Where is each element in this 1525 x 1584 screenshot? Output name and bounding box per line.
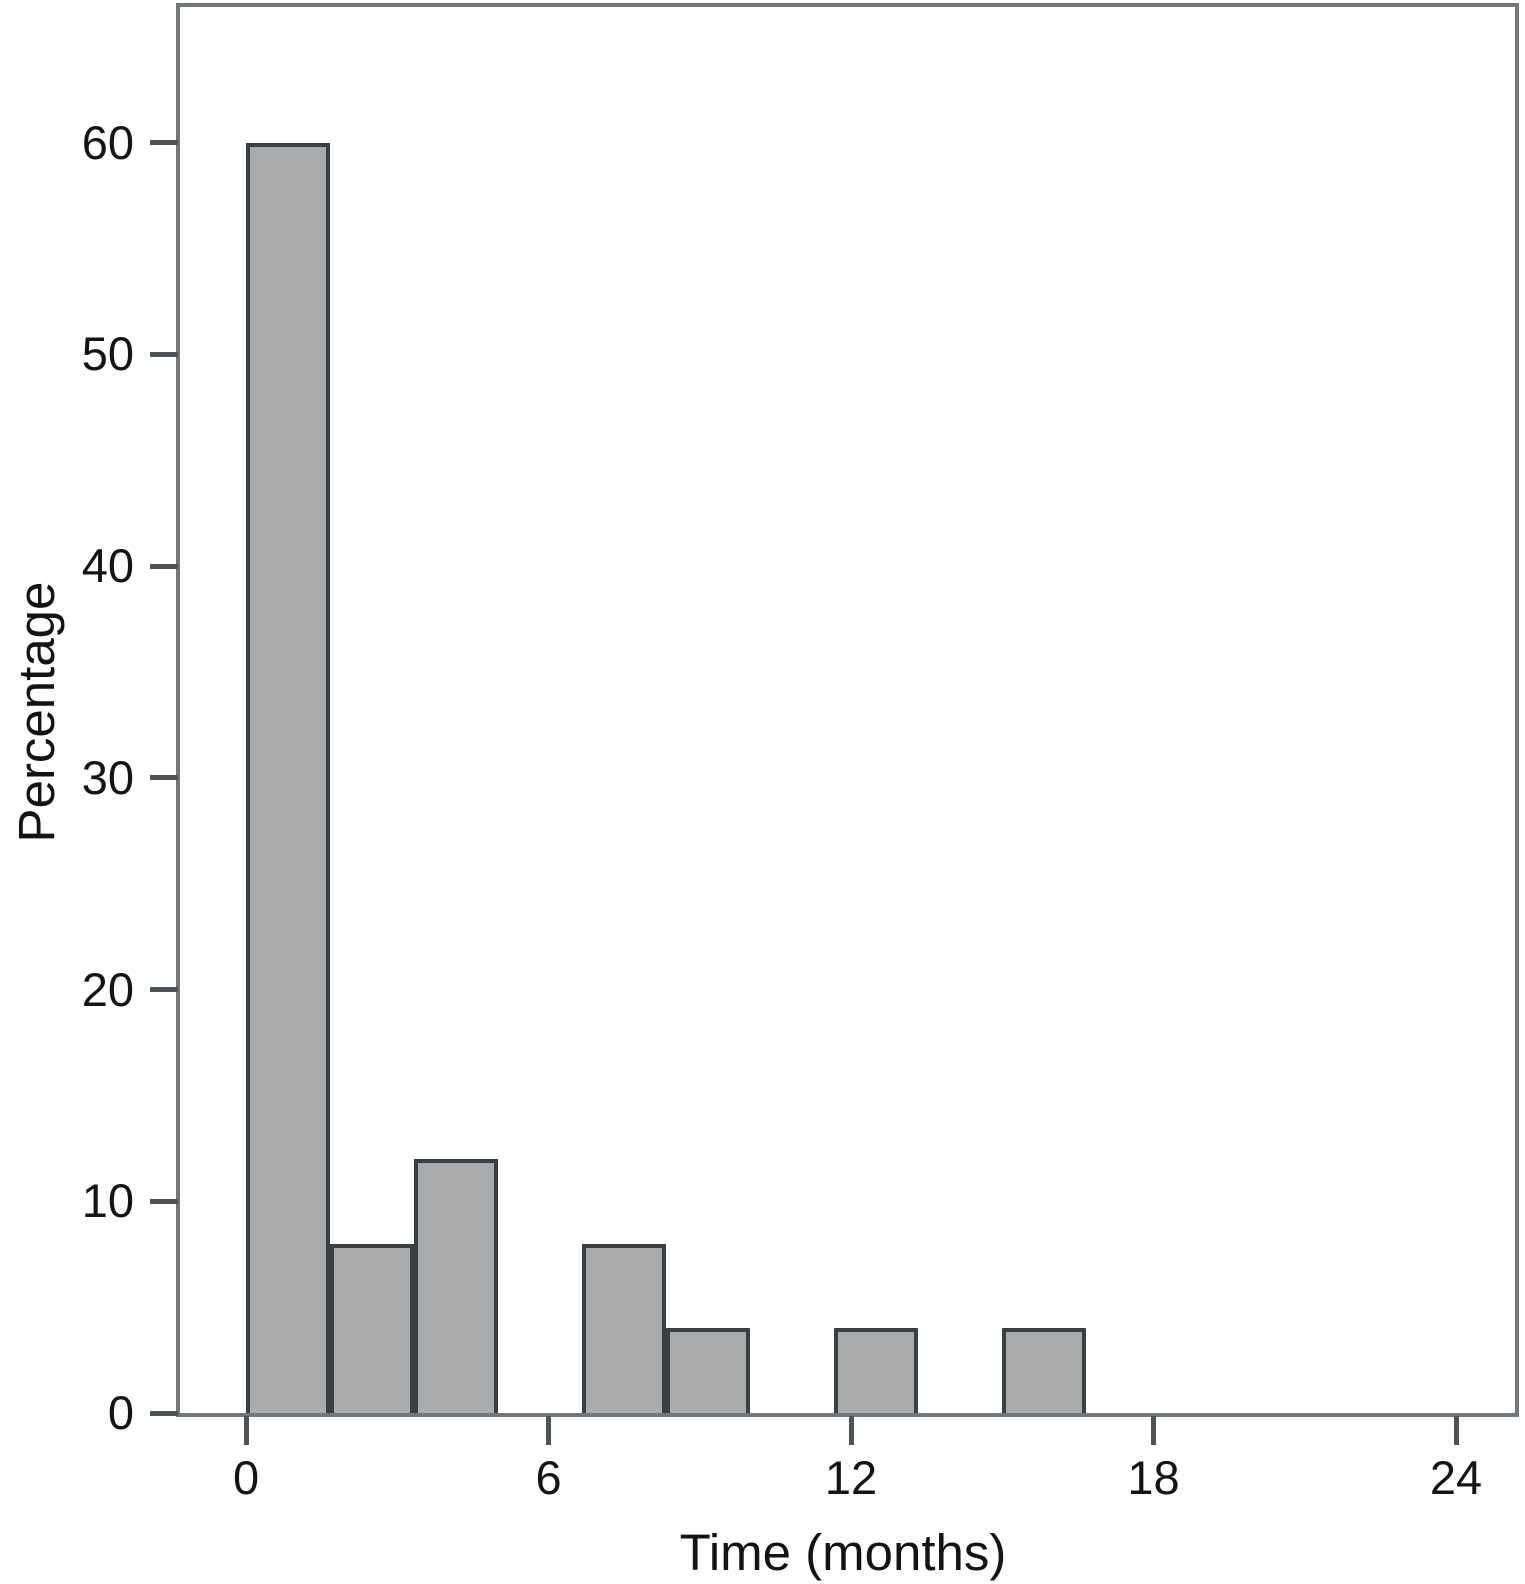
x-axis-tick bbox=[1453, 1416, 1459, 1445]
x-axis-tick-label: 12 bbox=[824, 1451, 878, 1504]
x-axis-title: Time (months) bbox=[679, 1524, 1007, 1581]
y-axis-tick bbox=[150, 1198, 178, 1204]
histogram-bar bbox=[330, 1243, 415, 1413]
x-axis-tick bbox=[1151, 1416, 1157, 1445]
x-axis-tick bbox=[243, 1416, 249, 1445]
y-axis-tick-label: 10 bbox=[81, 1174, 134, 1228]
y-axis-tick bbox=[150, 563, 178, 569]
histogram-bar bbox=[582, 1243, 667, 1413]
y-axis-tick-label: 40 bbox=[81, 539, 134, 592]
y-axis-tick-label: 0 bbox=[107, 1386, 134, 1439]
y-axis-tick bbox=[150, 140, 178, 146]
y-axis-title: Percentage bbox=[8, 581, 65, 843]
x-axis-tick bbox=[848, 1416, 854, 1445]
y-axis-tick-label: 30 bbox=[81, 750, 134, 804]
y-axis-tick-label: 60 bbox=[81, 115, 134, 169]
histogram-bar bbox=[666, 1328, 751, 1413]
x-axis-tick-label: 18 bbox=[1127, 1451, 1180, 1504]
y-axis-tick bbox=[150, 1410, 178, 1416]
x-axis-tick-label: 6 bbox=[535, 1451, 562, 1504]
y-axis-tick bbox=[150, 987, 178, 992]
plot-area bbox=[176, 3, 1519, 1417]
histogram-bar bbox=[414, 1158, 499, 1413]
histogram-bar bbox=[834, 1328, 919, 1413]
histogram-bar bbox=[1002, 1328, 1087, 1413]
x-axis-tick bbox=[546, 1416, 552, 1445]
x-axis-tick-label: 0 bbox=[232, 1451, 260, 1504]
y-axis-tick bbox=[150, 775, 178, 781]
y-axis-tick bbox=[150, 351, 178, 357]
y-axis-tick-label: 50 bbox=[81, 327, 134, 381]
histogram-bar bbox=[246, 142, 331, 1413]
y-axis-tick-label: 20 bbox=[81, 962, 134, 1016]
x-axis-tick-label: 24 bbox=[1429, 1451, 1483, 1504]
